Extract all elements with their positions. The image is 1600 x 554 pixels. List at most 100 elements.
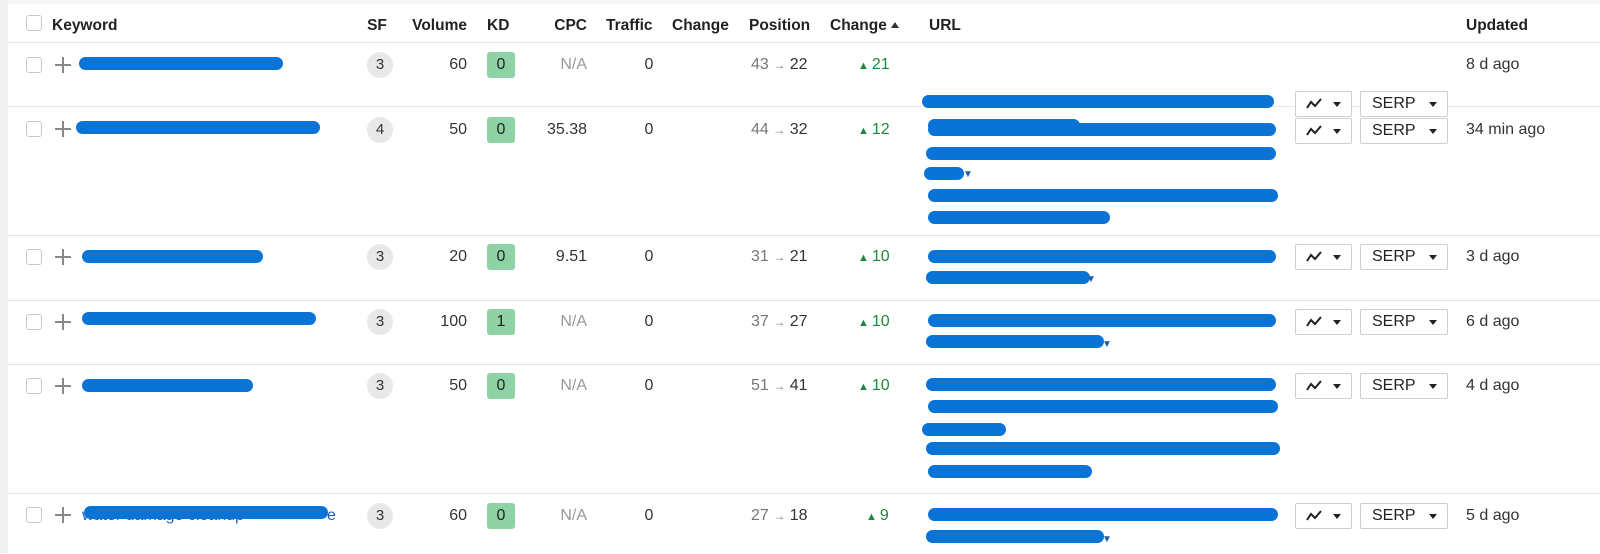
change-value: ▲ 12	[858, 120, 890, 141]
url-redaction	[928, 123, 1276, 136]
trend-line-icon	[1306, 125, 1322, 136]
url-redaction	[926, 147, 1276, 160]
trend-line-icon	[1306, 510, 1322, 521]
table-row: 3 20 0 9.51 0 31 → 21 ▲ 10 ▼ SERP 3 d ago	[8, 236, 1600, 301]
url-redaction	[928, 400, 1278, 413]
updated-value: 5 d ago	[1466, 507, 1520, 524]
keyword-redaction	[82, 250, 263, 263]
chart-dropdown-button[interactable]	[1295, 503, 1352, 529]
col-sf[interactable]: SF	[367, 17, 387, 34]
url-redaction	[922, 95, 1274, 108]
plus-icon[interactable]	[55, 378, 71, 394]
row-checkbox[interactable]	[26, 121, 42, 137]
serp-dropdown-button[interactable]: SERP	[1360, 118, 1448, 144]
serp-label: SERP	[1372, 95, 1416, 112]
url-dropdown-icon[interactable]: ▼	[1102, 339, 1112, 350]
col-cpc[interactable]: CPC	[554, 17, 587, 34]
traffic-value: 0	[644, 507, 654, 524]
traffic-value: 0	[644, 121, 654, 138]
trend-line-icon	[1306, 251, 1322, 262]
kd-badge: 0	[487, 52, 515, 78]
plus-icon[interactable]	[55, 121, 71, 137]
select-all-checkbox[interactable]	[26, 15, 42, 31]
position-previous: 44	[751, 121, 769, 138]
arrow-right-icon: →	[773, 123, 786, 137]
change-value: ▲ 10	[858, 376, 890, 397]
keyword-redaction	[82, 312, 316, 325]
caret-down-icon	[1429, 102, 1437, 107]
kd-badge: 0	[487, 117, 515, 143]
arrow-right-icon: →	[773, 58, 786, 72]
volume-value: 20	[449, 248, 467, 265]
change-number: 21	[871, 56, 890, 73]
position-previous: 51	[751, 377, 769, 394]
position-current: 27	[789, 313, 808, 330]
change-value: ▲ 10	[858, 312, 890, 333]
col-position[interactable]: Position	[749, 17, 811, 34]
position-current: 18	[789, 507, 808, 524]
col-keyword[interactable]: Keyword	[52, 17, 118, 34]
serp-label: SERP	[1372, 248, 1416, 265]
url-redaction	[924, 167, 964, 180]
url-redaction	[928, 189, 1278, 202]
col-change-sorted[interactable]: Change	[830, 16, 899, 36]
cpc-value: N/A	[560, 507, 587, 524]
col-updated[interactable]: Updated	[1466, 17, 1528, 34]
chart-dropdown-button[interactable]	[1295, 91, 1352, 117]
chart-dropdown-button[interactable]	[1295, 309, 1352, 335]
table-row: 3 60 0 N/A 0 43 → 22 ▲21 ▼ SERP 8 d ago	[8, 43, 1600, 134]
chart-dropdown-button[interactable]	[1295, 118, 1352, 144]
url-redaction	[926, 442, 1280, 455]
sf-badge: 3	[367, 309, 393, 335]
volume-value: 100	[440, 313, 467, 330]
updated-value: 34 min ago	[1466, 121, 1546, 138]
serp-dropdown-button[interactable]: SERP	[1360, 309, 1448, 335]
col-change[interactable]: Change	[672, 17, 729, 34]
col-kd[interactable]: KD	[487, 17, 510, 34]
position-change: 43 → 22	[751, 55, 808, 75]
serp-dropdown-button[interactable]: SERP	[1360, 91, 1448, 117]
col-volume[interactable]: Volume	[412, 17, 467, 34]
caret-down-icon	[1333, 384, 1341, 389]
row-checkbox[interactable]	[26, 507, 42, 523]
kd-badge: 1	[487, 309, 515, 335]
chart-dropdown-button[interactable]	[1295, 244, 1352, 270]
traffic-value: 0	[644, 313, 654, 330]
sort-ascending-icon	[890, 22, 899, 28]
keyword-redaction	[82, 379, 253, 392]
caret-down-icon	[1429, 129, 1437, 134]
volume-value: 50	[449, 121, 467, 138]
updated-value: 3 d ago	[1466, 248, 1520, 265]
row-checkbox[interactable]	[26, 57, 42, 73]
url-dropdown-icon[interactable]: ▼	[963, 169, 973, 180]
col-change-sorted-label: Change	[830, 17, 887, 34]
plus-icon[interactable]	[55, 314, 71, 330]
cpc-value: N/A	[560, 56, 587, 73]
url-redaction	[928, 508, 1278, 521]
position-change: 51 → 41	[751, 376, 808, 396]
chart-dropdown-button[interactable]	[1295, 373, 1352, 399]
serp-dropdown-button[interactable]: SERP	[1360, 244, 1448, 270]
row-checkbox[interactable]	[26, 249, 42, 265]
plus-icon[interactable]	[55, 249, 71, 265]
traffic-value: 0	[644, 248, 654, 265]
url-redaction	[922, 423, 1006, 436]
caret-down-icon	[1429, 320, 1437, 325]
arrow-right-icon: →	[773, 509, 786, 523]
trend-line-icon	[1306, 380, 1322, 391]
url-dropdown-icon[interactable]: ▼	[1086, 274, 1096, 285]
col-url[interactable]: URL	[929, 17, 961, 34]
row-checkbox[interactable]	[26, 314, 42, 330]
plus-icon[interactable]	[55, 507, 71, 523]
serp-dropdown-button[interactable]: SERP	[1360, 373, 1448, 399]
plus-icon[interactable]	[55, 57, 71, 73]
serp-dropdown-button[interactable]: SERP	[1360, 503, 1448, 529]
serp-label: SERP	[1372, 377, 1416, 394]
url-dropdown-icon[interactable]: ▼	[1102, 534, 1112, 545]
col-traffic[interactable]: Traffic	[606, 17, 653, 34]
arrow-up-icon: ▲	[858, 252, 869, 264]
keyword-link-suffix[interactable]: e	[327, 507, 336, 524]
left-scroll-gutter	[0, 0, 8, 553]
table-header: Keyword SF Volume KD CPC Traffic Change …	[8, 4, 1600, 43]
row-checkbox[interactable]	[26, 378, 42, 394]
